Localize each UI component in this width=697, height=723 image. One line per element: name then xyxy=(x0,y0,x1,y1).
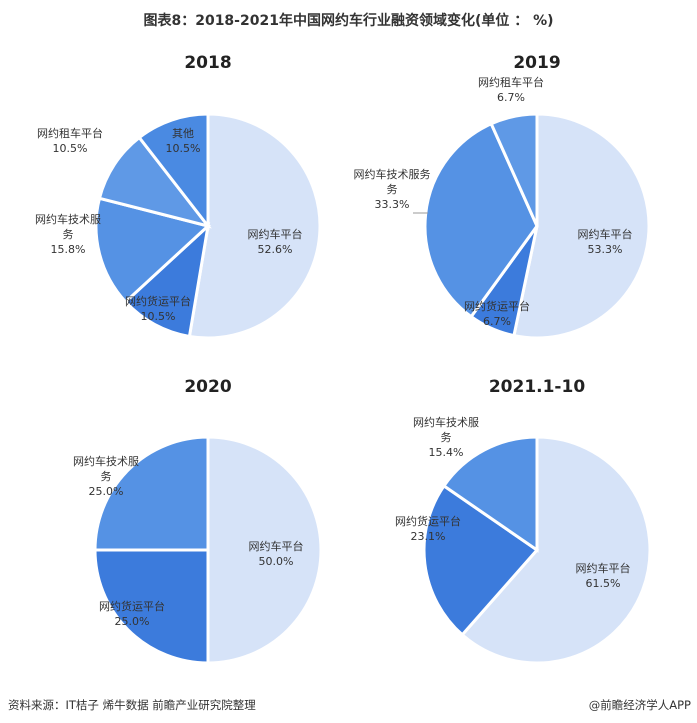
slice-label: 网约车平台 50.0% xyxy=(249,539,304,568)
slice-label: 其他 10.5% xyxy=(166,127,201,155)
slice-label: 网约租车平台 10.5% xyxy=(37,126,103,155)
brand-label: @前瞻经济学人APP xyxy=(588,698,691,712)
pie-slice xyxy=(460,435,652,665)
slice-label: 网约货运平台 25.0% xyxy=(99,599,165,628)
pie-slice xyxy=(441,435,539,553)
pie-slice xyxy=(93,435,210,552)
pie-title: 2018 xyxy=(184,53,231,73)
source-note: 资料来源：IT桔子 烯牛数据 前瞻产业研究院整理 xyxy=(8,698,256,712)
pie-slice xyxy=(423,121,539,319)
slice-label: 网约车技术服务 25.0% xyxy=(73,454,139,498)
pie-chart-1: 2018 网约车平台 52.6% 网约货运平台 10.5% 网约车技术服务 15.8% 网约租… xyxy=(35,53,322,340)
slice-label: 网约车平台 53.3% xyxy=(578,227,633,256)
chart-title: 图表8：2018-2021年中国网约车行业融资领域变化(单位 ： %) xyxy=(143,13,554,29)
slice-label: 网约车平台 52.6% xyxy=(248,227,303,256)
pie-slice xyxy=(422,483,540,637)
slice-label: 网约车技术服务 15.4% xyxy=(413,415,479,459)
slice-label: 网约租车平台 6.7% xyxy=(478,75,544,104)
pie-slice xyxy=(137,112,210,231)
pie-slice xyxy=(94,196,212,304)
pie-slice xyxy=(489,112,539,227)
pie-slice xyxy=(512,112,651,340)
pie-chart-4: 2021.1-10 网约车平台 61.5% 网约货运平台 23.1% 网约车技术服务 15.… xyxy=(395,377,652,665)
pie-chart-2: 2019 网约车平台 53.3% 网约货运平台 6.7% 网约车技术服务务 33.3% 网约租… xyxy=(354,53,651,340)
pie-title: 2019 xyxy=(513,53,560,73)
pie-slice xyxy=(93,548,210,665)
slice-label: 网约车平台 61.5% xyxy=(576,561,631,590)
pie-title: 2020 xyxy=(184,377,231,397)
slice-label: 网约车技术服务务 33.3% xyxy=(354,167,431,211)
pie-slice xyxy=(187,112,322,340)
pie-chart-3: 2020 网约车平台 50.0% 网约货运平台 25.0% 网约车技术服务 25.0% xyxy=(73,377,323,665)
pie-title: 2021.1-10 xyxy=(489,377,585,397)
pie-slice xyxy=(206,435,323,665)
slice-label: 网约货运平台 6.7% xyxy=(464,299,530,328)
slice-label: 网约货运平台 23.1% xyxy=(395,514,461,543)
slice-label: 网约车技术服务 15.8% xyxy=(35,212,101,256)
slice-label: 网约货运平台 10.5% xyxy=(125,294,191,323)
